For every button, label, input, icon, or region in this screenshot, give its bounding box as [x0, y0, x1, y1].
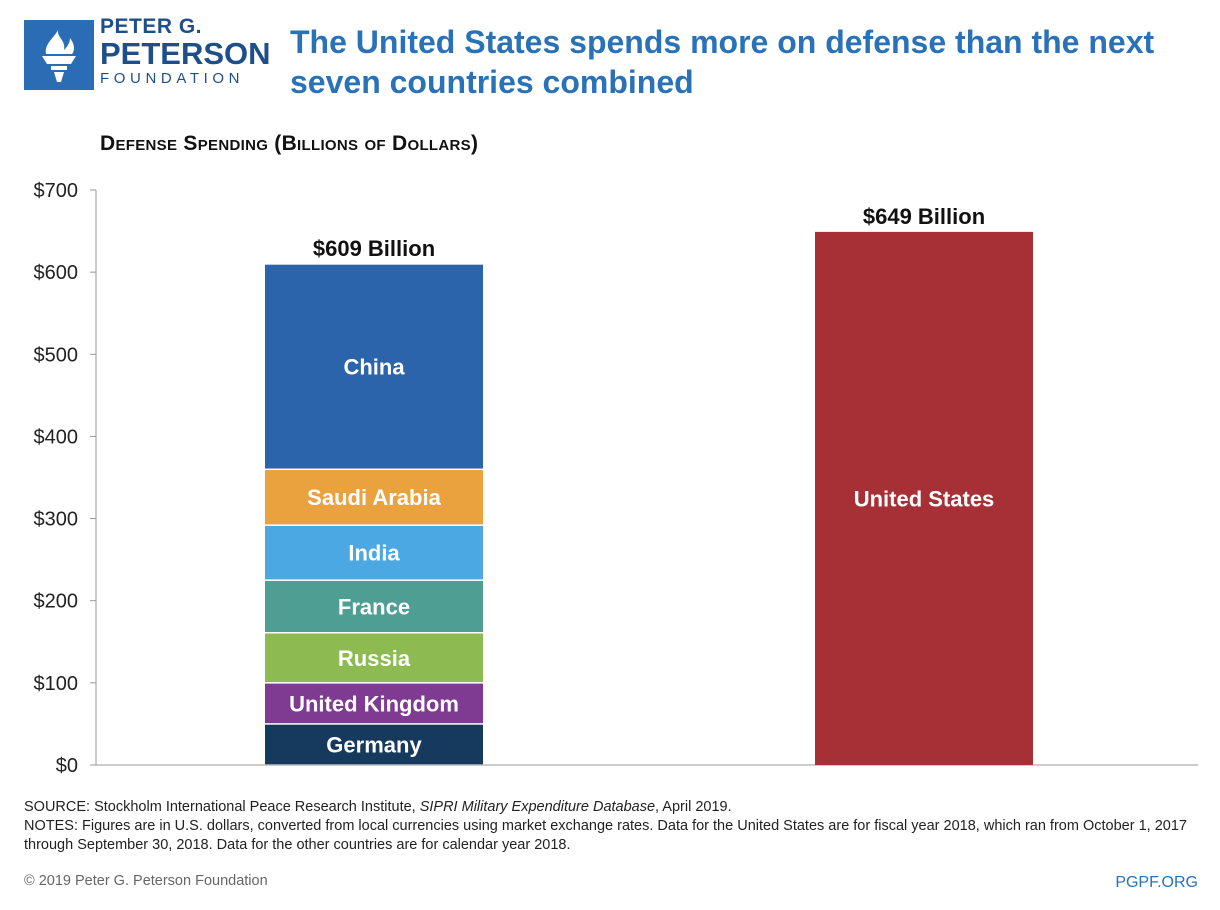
- segment-label-india: India: [348, 541, 400, 566]
- segment-label-france: France: [338, 594, 410, 619]
- segment-label-russia: Russia: [338, 646, 411, 671]
- bar-1: Germany United Kingdom Russia France India Sa…: [265, 236, 483, 765]
- bars-group: Germany United Kingdom Russia France India Sa…: [265, 204, 1033, 766]
- logo-line-2: PETERSON: [100, 36, 271, 71]
- source-notes: SOURCE: Stockholm International Peace Re…: [24, 798, 1204, 855]
- y-tick-label: $100: [34, 673, 79, 695]
- logo-line-3: FOUNDATION: [100, 70, 245, 87]
- segment-label-united-kingdom: United Kingdom: [289, 691, 459, 716]
- bar-total-label: $609 Billion: [313, 236, 435, 261]
- source-prefix: SOURCE: Stockholm International Peace Re…: [24, 799, 420, 815]
- y-tick-label: $300: [34, 509, 79, 531]
- y-tick-label: $400: [34, 426, 79, 448]
- page-headline: The United States spends more on defense…: [290, 24, 1155, 100]
- source-line: SOURCE: Stockholm International Peace Re…: [24, 798, 1204, 817]
- y-tick-label: $0: [56, 755, 78, 777]
- bar-segment-france: [265, 580, 483, 632]
- chart-title: Defense Spending (Billions of Dollars): [100, 132, 479, 155]
- stacked-bar-chart: $0 $100 $200 $300 $400 $500 $600 $700 Germany Un…: [34, 180, 1198, 777]
- bar-2: United States $649 Billion: [815, 204, 1033, 766]
- y-tick-label: $600: [34, 262, 79, 284]
- y-tick-label: $500: [34, 344, 79, 366]
- notes-text: NOTES: Figures are in U.S. dollars, conv…: [24, 818, 1187, 853]
- copyright: © 2019 Peter G. Peterson Foundation: [24, 873, 268, 889]
- segment-label-saudi-arabia: Saudi Arabia: [307, 485, 441, 510]
- y-axis: $0 $100 $200 $300 $400 $500 $600 $700: [34, 180, 1198, 777]
- logo-line-1: PETER G.: [100, 15, 203, 38]
- source-database: SIPRI Military Expenditure Database: [419, 799, 656, 815]
- logo-wordmark: PETER G. PETERSON FOUNDATION: [100, 16, 271, 86]
- bar-total-label: $649 Billion: [863, 204, 985, 229]
- torch-logo-icon: [24, 20, 94, 90]
- segment-label-united-states: United States: [854, 486, 995, 511]
- source-suffix: , April 2019.: [655, 799, 732, 815]
- bar-segment-russia: [265, 633, 483, 683]
- bar-segment-united-states: [815, 231, 1033, 766]
- bar-segment-saudi-arabia: [265, 470, 483, 525]
- y-tick-label: $200: [34, 591, 79, 613]
- bar-segment-china: [265, 264, 483, 469]
- site-link[interactable]: PGPF.ORG: [1115, 874, 1198, 891]
- segment-label-germany: Germany: [326, 732, 422, 757]
- bar-segment-germany: [265, 724, 483, 765]
- bar-segment-india: [265, 525, 483, 580]
- y-tick-label: $700: [34, 180, 79, 202]
- bar-segment-united-kingdom: [265, 683, 483, 724]
- segment-label-china: China: [343, 355, 405, 380]
